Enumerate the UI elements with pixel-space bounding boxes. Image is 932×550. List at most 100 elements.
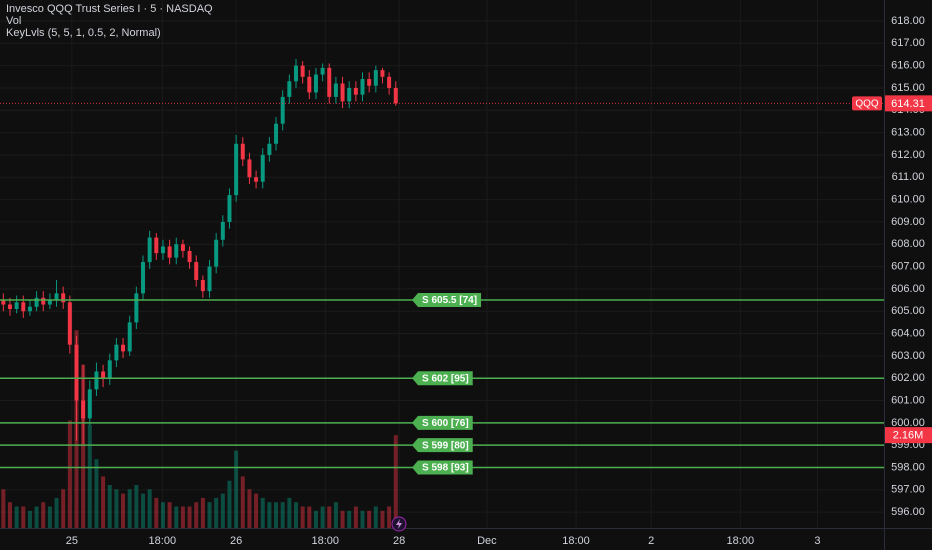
volume-bar [160, 502, 165, 528]
volume-bar [247, 489, 252, 528]
candle-body [141, 262, 146, 294]
candle-body [347, 87, 352, 102]
candle-body [101, 371, 106, 379]
candle-body [81, 400, 86, 419]
volume-bar [1, 489, 6, 528]
volume-bar [121, 493, 126, 528]
alert-icon[interactable] [391, 516, 407, 532]
x-tick-label: 18:00 [149, 535, 177, 547]
symbol-label: QQQ [855, 99, 879, 110]
candle-body [380, 70, 385, 77]
volume-bar [107, 485, 112, 528]
candle-body [74, 344, 79, 401]
level-label: S 602 [95] [422, 373, 469, 384]
y-tick-label: 597.00 [891, 484, 925, 496]
volume-bar [154, 497, 159, 528]
candle-body [21, 302, 26, 312]
y-tick-label: 612.00 [891, 149, 925, 161]
volume-bar [300, 506, 305, 528]
volume-bar [94, 459, 99, 528]
volume-bar [307, 506, 312, 528]
y-tick-label: 607.00 [891, 260, 925, 272]
level-tag [412, 293, 482, 308]
price-tag [885, 95, 932, 112]
candle-body [353, 87, 358, 95]
volume-bar [174, 506, 179, 528]
candle-body [340, 83, 345, 102]
y-tick-label: 613.00 [891, 127, 925, 139]
volume-bar [187, 506, 192, 528]
indicator-label: Vol [6, 15, 21, 27]
x-tick-label: 18:00 [311, 535, 339, 547]
candle-body [174, 244, 179, 258]
y-tick-label: 603.00 [891, 350, 925, 362]
volume-bar [41, 502, 46, 528]
y-tick-label: 615.00 [891, 82, 925, 94]
x-tick-label: 18:00 [562, 535, 590, 547]
candle-body [280, 96, 285, 124]
candle-body [387, 76, 392, 88]
price-label: 614.31 [891, 98, 925, 110]
candle-body [180, 244, 185, 251]
volume-bar [353, 506, 358, 528]
level-label: S 605.5 [74] [422, 295, 477, 306]
candle-body [94, 371, 99, 390]
candle-body [87, 389, 92, 419]
candle-body [160, 246, 165, 254]
candle-body [313, 74, 318, 93]
volume-bar [14, 506, 19, 528]
candle-body [27, 306, 32, 312]
volume-bar [67, 420, 72, 528]
volume-bar [87, 424, 92, 528]
candle-body [54, 293, 59, 301]
volume-bar [134, 485, 139, 528]
alert-bolt[interactable] [396, 519, 402, 529]
volume-bar [81, 364, 86, 528]
candle-body [107, 360, 112, 379]
y-tick-label: 605.00 [891, 305, 925, 317]
x-tick-label: 26 [230, 535, 242, 547]
volume-bar [21, 506, 26, 528]
indicator-label: KeyLvls (5, 5, 1, 0.5, 2, Normal) [6, 27, 161, 39]
candle-body [254, 177, 259, 182]
volume-bar [47, 506, 52, 528]
symbol-tag [852, 96, 882, 111]
candle-body [7, 304, 12, 309]
candle-body [333, 83, 338, 97]
candle-body [200, 279, 205, 292]
x-tick-label: 25 [66, 535, 78, 547]
y-tick-label: 601.00 [891, 394, 925, 406]
candle-body [207, 266, 212, 292]
volume-bar [387, 506, 392, 528]
candle-body [41, 297, 46, 305]
volume-bar [274, 502, 279, 528]
volume-bar [280, 502, 285, 528]
level-label: S 600 [76] [422, 418, 469, 429]
x-tick-label: 2 [648, 535, 654, 547]
y-tick-label: 596.00 [891, 506, 925, 518]
y-tick-label: 602.00 [891, 372, 925, 384]
level-label: S 599 [80] [422, 440, 469, 451]
volume-bar [340, 510, 345, 528]
candle-body [34, 297, 39, 307]
x-tick-label: 3 [814, 535, 820, 547]
y-tick-label: 618.00 [891, 15, 925, 27]
candle-body [1, 300, 6, 305]
candles [1, 58, 398, 446]
candle-body [393, 87, 398, 104]
y-tick-label: 600.00 [891, 417, 925, 429]
level-tag [412, 460, 473, 475]
volume-bar [380, 510, 385, 528]
volume-bar [360, 510, 365, 528]
volume-bar [34, 506, 39, 528]
volume-bar [393, 435, 398, 528]
candle-body [327, 67, 332, 97]
candle-body [154, 237, 159, 254]
volume-bar [114, 489, 119, 528]
y-tick-label: 606.00 [891, 283, 925, 295]
candle-body [300, 65, 305, 77]
volume-bar [287, 497, 292, 528]
volume-bar [167, 502, 172, 528]
volume-bar [234, 450, 239, 528]
